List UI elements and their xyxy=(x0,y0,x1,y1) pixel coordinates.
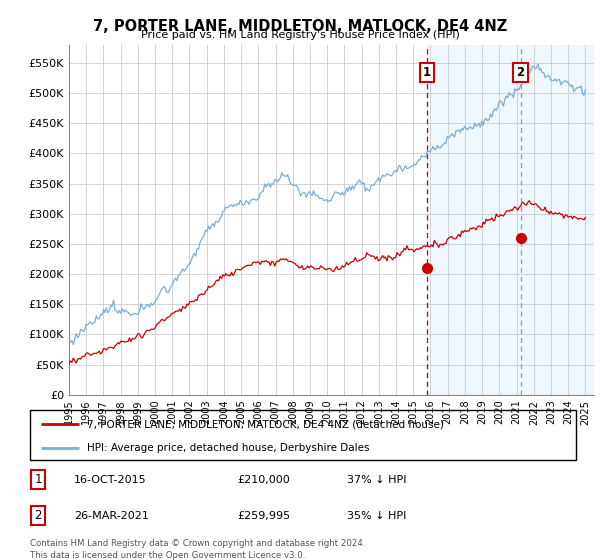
Text: £210,000: £210,000 xyxy=(238,474,290,484)
Bar xyxy=(427,45,594,395)
Text: 2: 2 xyxy=(517,66,524,80)
Text: 1: 1 xyxy=(34,473,42,486)
Text: 35% ↓ HPI: 35% ↓ HPI xyxy=(347,511,406,521)
Text: 16-OCT-2015: 16-OCT-2015 xyxy=(74,474,146,484)
Text: 2: 2 xyxy=(34,509,42,522)
Text: £259,995: £259,995 xyxy=(238,511,290,521)
Text: 26-MAR-2021: 26-MAR-2021 xyxy=(74,511,149,521)
Text: 7, PORTER LANE, MIDDLETON, MATLOCK, DE4 4NZ: 7, PORTER LANE, MIDDLETON, MATLOCK, DE4 … xyxy=(93,19,507,34)
Text: HPI: Average price, detached house, Derbyshire Dales: HPI: Average price, detached house, Derb… xyxy=(88,443,370,452)
Text: 37% ↓ HPI: 37% ↓ HPI xyxy=(347,474,406,484)
Text: Contains HM Land Registry data © Crown copyright and database right 2024.
This d: Contains HM Land Registry data © Crown c… xyxy=(30,539,365,559)
Text: Price paid vs. HM Land Registry's House Price Index (HPI): Price paid vs. HM Land Registry's House … xyxy=(140,30,460,40)
Text: 1: 1 xyxy=(423,66,431,80)
Text: 7, PORTER LANE, MIDDLETON, MATLOCK, DE4 4NZ (detached house): 7, PORTER LANE, MIDDLETON, MATLOCK, DE4 … xyxy=(88,419,444,429)
